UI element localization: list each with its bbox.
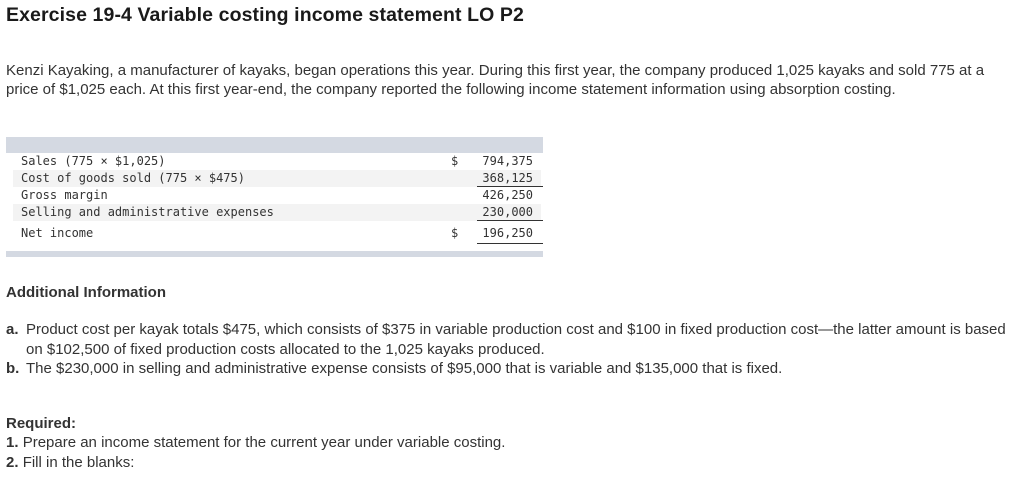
required-text: Fill in the blanks: [22, 454, 135, 471]
table-row: Net income $ 196,250 [13, 225, 541, 242]
table-footer-band [6, 251, 543, 257]
additional-info-list: a. Product cost per kayak totals $475, w… [6, 320, 1018, 379]
row-amount: 196,250 [482, 226, 533, 240]
row-amount: 368,125 [482, 171, 533, 185]
row-label: Gross margin [21, 188, 108, 202]
table-row: Sales (775 × $1,025) $ 794,375 [13, 153, 541, 170]
required-text: Prepare an income statement for the curr… [22, 434, 506, 451]
subtotal-underline [477, 186, 543, 187]
row-label: Cost of goods sold (775 × $475) [21, 171, 245, 185]
dollar-sign: $ [451, 154, 459, 168]
table-row: Cost of goods sold (775 × $475) 368,125 [13, 170, 541, 187]
total-underline [477, 243, 543, 244]
exercise-title: Exercise 19-4 Variable costing income st… [6, 4, 524, 26]
item-text: The $230,000 in selling and administrati… [26, 360, 783, 377]
required-heading: Required: [6, 415, 77, 432]
dollar-sign: $ [451, 226, 459, 240]
row-amount: 426,250 [482, 188, 533, 202]
table-header-band [6, 137, 543, 153]
required-number: 1. [6, 434, 19, 451]
item-marker: b. [6, 360, 20, 377]
required-item: 1. Prepare an income statement for the c… [6, 434, 505, 451]
list-item: a. Product cost per kayak totals $475, w… [6, 320, 1018, 359]
row-label: Selling and administrative expenses [21, 205, 274, 219]
intro-paragraph: Kenzi Kayaking, a manufacturer of kayaks… [6, 62, 985, 98]
item-text: Product cost per kayak totals $475, whic… [26, 321, 1006, 358]
item-marker: a. [6, 321, 19, 338]
row-amount: 230,000 [482, 205, 533, 219]
row-label: Net income [21, 226, 94, 240]
subtotal-underline [477, 220, 543, 221]
table-row: Selling and administrative expenses 230,… [13, 204, 541, 221]
additional-info-heading: Additional Information [6, 284, 166, 301]
list-item: b. The $230,000 in selling and administr… [6, 359, 1018, 379]
table-row: Gross margin 426,250 [13, 187, 541, 204]
required-number: 2. [6, 454, 19, 471]
row-label: Sales (775 × $1,025) [21, 154, 166, 168]
row-amount: 794,375 [482, 154, 533, 168]
required-item: 2. Fill in the blanks: [6, 454, 134, 471]
